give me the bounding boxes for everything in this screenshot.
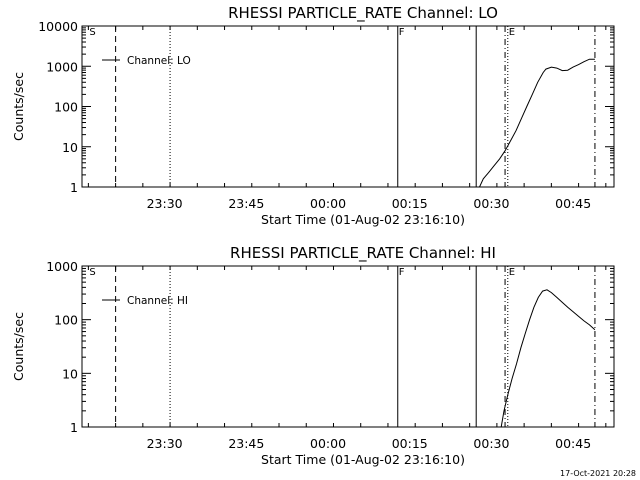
y-tick-label: 10000 <box>38 19 78 34</box>
event-marker-label: S <box>89 267 95 278</box>
y-tick-label: 10 <box>62 366 78 381</box>
series-line <box>500 289 596 428</box>
y-tick-label: 100 <box>54 313 78 328</box>
x-tick-label: 23:45 <box>228 196 264 211</box>
event-marker-label: F <box>399 267 405 278</box>
x-tick-label: 00:15 <box>392 436 428 451</box>
x-tick-label: 00:30 <box>473 436 509 451</box>
event-marker-label: E <box>509 27 515 38</box>
chart-panel-lo: RHESSI PARTICLE_RATE Channel: LO Start Ti… <box>11 4 615 227</box>
x-axis-label: Start Time (01-Aug-02 23:16:10) <box>261 212 465 227</box>
y-tick-label: 100 <box>54 100 78 115</box>
x-tick-label: 00:45 <box>555 196 591 211</box>
plot-frame <box>81 25 615 188</box>
legend-label: Channel: LO <box>127 55 191 67</box>
y-tick-label: 1000 <box>46 59 78 74</box>
x-axis-label: Start Time (01-Aug-02 23:16:10) <box>261 452 465 467</box>
y-tick-label: 10 <box>62 140 78 155</box>
x-tick-label: 23:30 <box>147 436 183 451</box>
event-marker-label: S <box>89 27 95 38</box>
x-tick-label: 00:15 <box>392 196 428 211</box>
legend-label: Channel: HI <box>127 295 188 307</box>
event-marker-label: E <box>509 267 515 278</box>
x-tick-label: 00:00 <box>310 436 346 451</box>
y-tick-label: 1 <box>70 420 78 435</box>
x-tick-label: 23:30 <box>147 196 183 211</box>
x-tick-label: 23:45 <box>228 436 264 451</box>
y-axis-label: Counts/sec <box>11 72 26 141</box>
y-axis-label: Counts/sec <box>11 312 26 381</box>
series-line <box>479 58 595 188</box>
y-tick-label: 1000 <box>46 259 78 274</box>
event-marker-label: F <box>399 27 405 38</box>
x-tick-label: 00:30 <box>473 196 509 211</box>
chart-title: RHESSI PARTICLE_RATE Channel: LO <box>228 4 498 23</box>
x-tick-label: 00:45 <box>555 436 591 451</box>
render-timestamp: 17-Oct-2021 20:28 <box>560 469 636 478</box>
x-tick-label: 00:00 <box>310 196 346 211</box>
plot-frame <box>81 265 615 428</box>
chart-panel-hi: RHESSI PARTICLE_RATE Channel: HI Start Ti… <box>11 244 615 467</box>
chart-title: RHESSI PARTICLE_RATE Channel: HI <box>230 244 496 263</box>
y-tick-label: 1 <box>70 180 78 195</box>
